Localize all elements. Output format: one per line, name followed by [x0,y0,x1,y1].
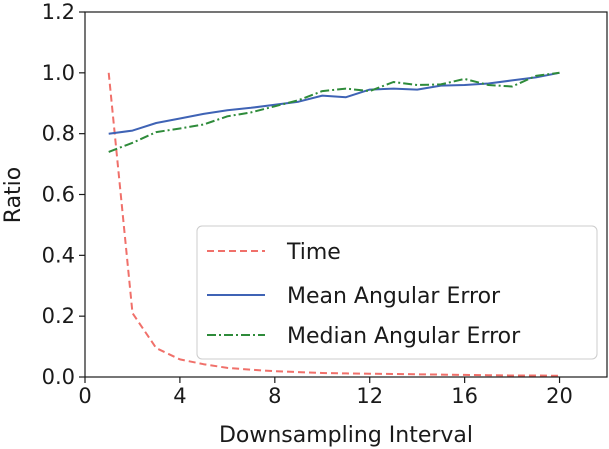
x-tick-label: 4 [173,384,186,408]
y-axis: 0.0 0.2 0.4 0.6 0.8 1.0 1.2 [42,0,85,389]
legend-label-0: Time [286,240,341,265]
y-tick-label: 0.4 [42,243,75,267]
x-tick-label: 16 [451,384,478,408]
x-tick-label: 0 [78,384,91,408]
legend-label-2: Median Angular Error [287,324,521,349]
x-tick-label: 20 [546,384,573,408]
x-axis-title: Downsampling Interval [219,423,473,448]
y-tick-label: 0.0 [42,365,75,389]
x-axis: 0 4 8 12 16 20 [78,377,573,408]
y-tick-label: 1.0 [42,61,75,85]
series-line-1 [108,71,560,135]
legend-box [196,225,598,360]
series-line-0 [107,72,560,377]
legend-label-1: Mean Angular Error [287,284,501,309]
y-tick-label: 0.8 [42,122,75,146]
y-tick-label: 0.6 [42,183,75,207]
legend: Time Mean Angular Error Median Angular Err… [196,225,598,360]
y-tick-label: 0.2 [42,304,75,328]
x-tick-label: 8 [268,384,281,408]
series-layer [107,71,560,377]
series-line-2 [108,71,560,153]
y-axis-title: Ratio [1,167,26,223]
y-tick-label: 1.2 [42,0,75,24]
x-tick-label: 12 [356,384,383,408]
